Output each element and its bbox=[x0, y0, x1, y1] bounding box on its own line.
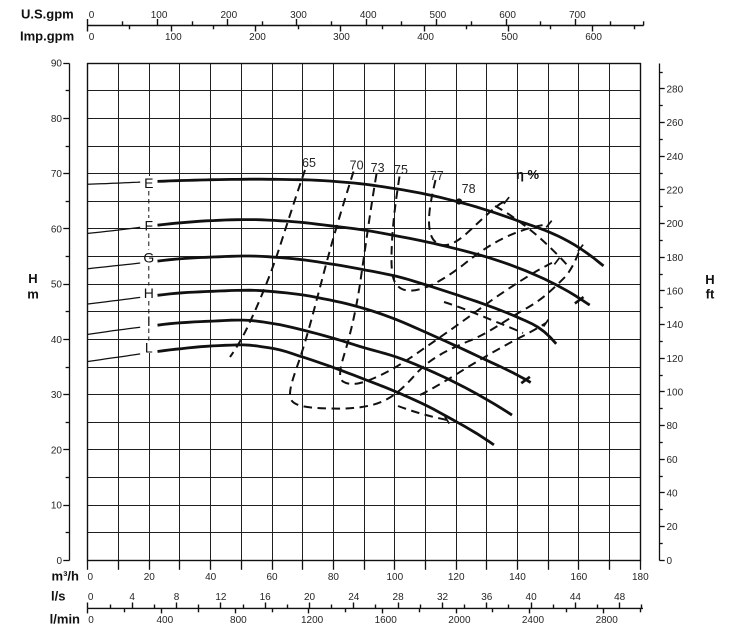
svg-text:1600: 1600 bbox=[375, 615, 398, 626]
svg-text:40: 40 bbox=[667, 489, 679, 500]
svg-text:30: 30 bbox=[51, 390, 63, 401]
svg-text:40: 40 bbox=[526, 592, 538, 603]
svg-text:0: 0 bbox=[89, 32, 95, 43]
svg-text:500: 500 bbox=[501, 32, 518, 43]
svg-text:400: 400 bbox=[360, 10, 377, 21]
svg-text:60: 60 bbox=[667, 455, 679, 466]
svg-text:E: E bbox=[144, 175, 153, 191]
svg-text:Imp.gpm: Imp.gpm bbox=[20, 29, 74, 44]
svg-text:0: 0 bbox=[667, 556, 673, 567]
svg-text:80: 80 bbox=[51, 114, 63, 125]
svg-text:44: 44 bbox=[570, 592, 582, 603]
svg-text:40: 40 bbox=[51, 335, 63, 346]
svg-text:12: 12 bbox=[215, 592, 227, 603]
svg-text:24: 24 bbox=[348, 592, 360, 603]
svg-text:L: L bbox=[145, 340, 153, 356]
svg-text:200: 200 bbox=[249, 32, 266, 43]
svg-text:200: 200 bbox=[667, 219, 684, 230]
svg-text:160: 160 bbox=[667, 287, 684, 298]
svg-text:2000: 2000 bbox=[448, 615, 471, 626]
svg-text:F: F bbox=[145, 218, 154, 234]
svg-text:16: 16 bbox=[260, 592, 272, 603]
svg-text:240: 240 bbox=[667, 152, 684, 163]
svg-text:H: H bbox=[144, 285, 154, 301]
svg-text:180: 180 bbox=[632, 572, 649, 583]
svg-text:40: 40 bbox=[205, 572, 217, 583]
svg-text:60: 60 bbox=[266, 572, 278, 583]
svg-text:0: 0 bbox=[88, 615, 94, 626]
svg-text:800: 800 bbox=[230, 615, 247, 626]
svg-text:0: 0 bbox=[56, 556, 62, 567]
svg-text:73: 73 bbox=[371, 161, 385, 175]
svg-text:90: 90 bbox=[51, 59, 63, 70]
svg-text:120: 120 bbox=[667, 354, 684, 365]
svg-text:300: 300 bbox=[333, 32, 350, 43]
svg-text:0: 0 bbox=[88, 592, 94, 603]
svg-text:50: 50 bbox=[51, 280, 63, 291]
svg-text:2400: 2400 bbox=[522, 615, 545, 626]
svg-text:48: 48 bbox=[614, 592, 626, 603]
svg-text:20: 20 bbox=[304, 592, 316, 603]
svg-text:η %: η % bbox=[516, 167, 540, 182]
svg-text:700: 700 bbox=[569, 10, 586, 21]
svg-text:36: 36 bbox=[481, 592, 493, 603]
svg-text:200: 200 bbox=[220, 10, 237, 21]
svg-text:U.S.gpm: U.S.gpm bbox=[21, 7, 74, 22]
svg-text:140: 140 bbox=[667, 320, 684, 331]
svg-text:300: 300 bbox=[290, 10, 307, 21]
svg-text:l/s: l/s bbox=[51, 589, 65, 604]
svg-text:160: 160 bbox=[571, 572, 588, 583]
svg-text:280: 280 bbox=[667, 85, 684, 96]
svg-text:10: 10 bbox=[51, 501, 63, 512]
svg-text:120: 120 bbox=[448, 572, 465, 583]
svg-text:220: 220 bbox=[667, 186, 684, 197]
svg-text:m³/h: m³/h bbox=[52, 569, 80, 584]
svg-text:75: 75 bbox=[394, 163, 408, 177]
svg-text:80: 80 bbox=[328, 572, 340, 583]
svg-text:20: 20 bbox=[51, 445, 63, 456]
svg-text:0: 0 bbox=[88, 572, 94, 583]
svg-text:70: 70 bbox=[350, 159, 364, 173]
svg-text:m: m bbox=[27, 287, 39, 302]
svg-text:2800: 2800 bbox=[596, 615, 619, 626]
svg-text:600: 600 bbox=[499, 10, 516, 21]
svg-text:0: 0 bbox=[89, 10, 95, 21]
svg-text:100: 100 bbox=[165, 32, 182, 43]
svg-text:100: 100 bbox=[386, 572, 403, 583]
svg-text:400: 400 bbox=[417, 32, 434, 43]
svg-text:600: 600 bbox=[585, 32, 602, 43]
svg-text:65: 65 bbox=[302, 156, 316, 170]
svg-text:260: 260 bbox=[667, 118, 684, 129]
svg-text:80: 80 bbox=[667, 421, 679, 432]
svg-text:78: 78 bbox=[462, 182, 476, 196]
svg-text:77: 77 bbox=[430, 169, 444, 183]
svg-text:100: 100 bbox=[151, 10, 168, 21]
svg-text:500: 500 bbox=[430, 10, 447, 21]
svg-text:140: 140 bbox=[509, 572, 526, 583]
svg-text:100: 100 bbox=[667, 388, 684, 399]
svg-text:70: 70 bbox=[51, 169, 63, 180]
svg-text:20: 20 bbox=[144, 572, 156, 583]
svg-text:180: 180 bbox=[667, 253, 684, 264]
svg-text:8: 8 bbox=[174, 592, 180, 603]
svg-text:28: 28 bbox=[393, 592, 405, 603]
svg-text:32: 32 bbox=[437, 592, 449, 603]
svg-text:4: 4 bbox=[129, 592, 135, 603]
svg-text:l/min: l/min bbox=[50, 612, 80, 627]
svg-text:400: 400 bbox=[156, 615, 173, 626]
svg-text:ft: ft bbox=[706, 287, 715, 302]
svg-text:1200: 1200 bbox=[301, 615, 324, 626]
svg-text:H: H bbox=[28, 271, 37, 286]
svg-text:20: 20 bbox=[667, 522, 679, 533]
svg-text:G: G bbox=[143, 250, 154, 266]
svg-text:60: 60 bbox=[51, 224, 63, 235]
svg-text:H: H bbox=[705, 272, 714, 287]
svg-text:I: I bbox=[147, 313, 151, 329]
